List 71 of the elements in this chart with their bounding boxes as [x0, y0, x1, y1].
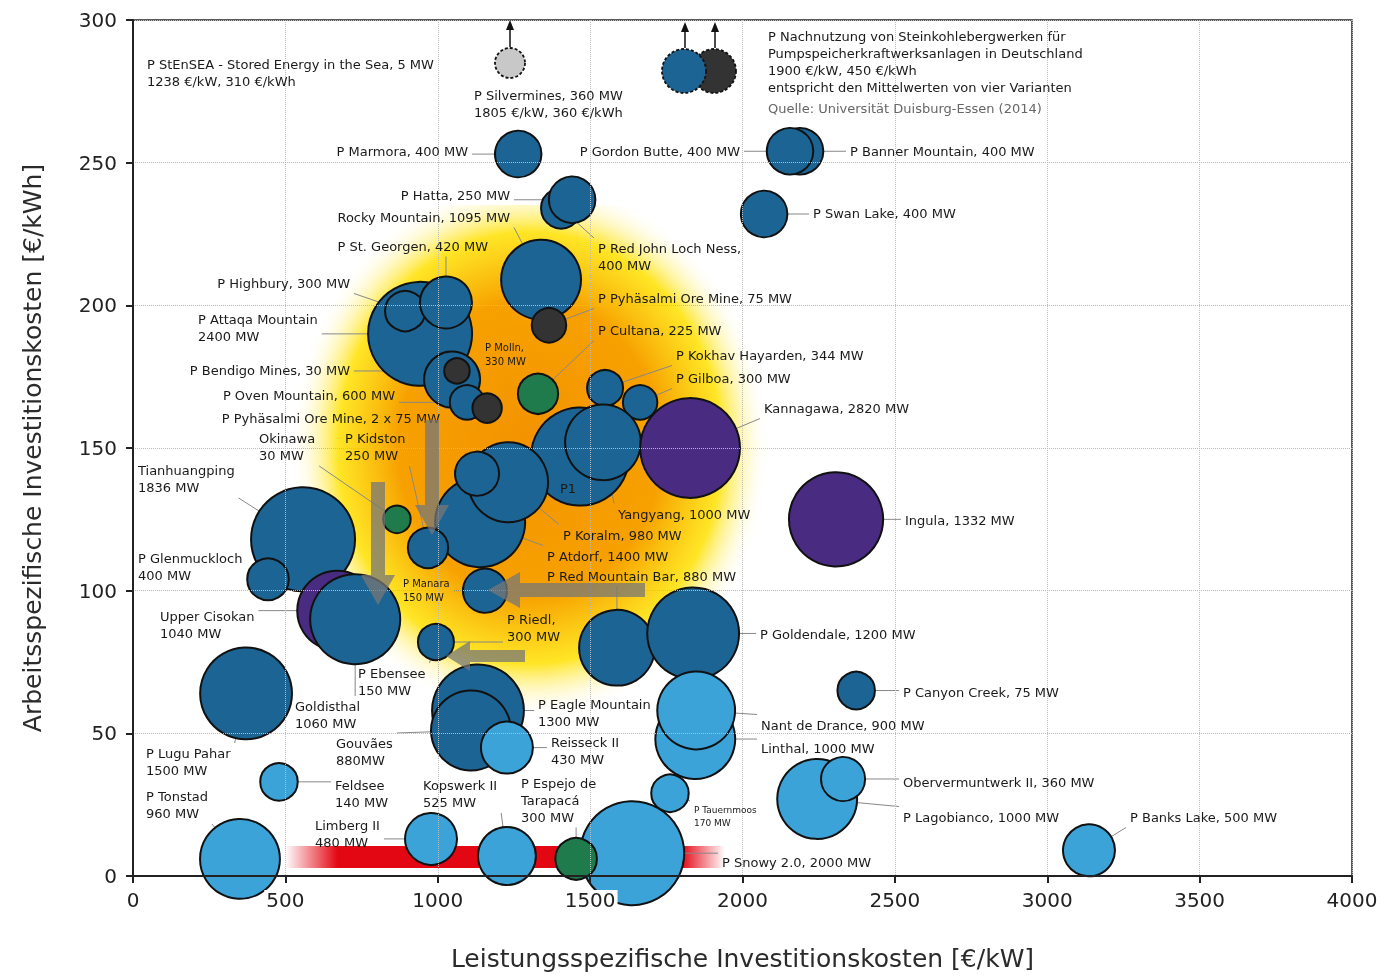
- annotation: Quelle: Universität Duisburg-Essen (2014): [768, 100, 1042, 116]
- x-axis-title: Leistungsspezifische Investitionskosten [€/kW]: [450, 944, 1035, 973]
- x-tick-label: 2500: [869, 888, 921, 912]
- annotation: P Molln, 330 MW: [485, 341, 526, 367]
- y-tick-label: 300: [78, 8, 117, 32]
- annotation: P Gordon Butte, 400 MW: [579, 143, 741, 159]
- annotation: P Tauernmoos 170 MW: [694, 804, 758, 828]
- annotation: Gouvães 880MW: [336, 736, 393, 768]
- annotation: P Snowy 2.0, 2000 MW: [722, 854, 872, 870]
- annotation: P Nachnutzung von Steinkohlebergwerken für Pumpspeicherkraftwerksanlagen in Deutschland 1900 €/kW, 450 €/kWh entspricht den Mittelwerten von vier Varianten: [768, 29, 1083, 95]
- annotation: Obervermuntwerk II, 360 MW: [903, 774, 1095, 790]
- y-tick-label: 250: [78, 150, 117, 175]
- y-tick-label: 200: [78, 293, 117, 318]
- annotation: P Goldendale, 1200 MW: [760, 626, 916, 642]
- annotation: P StEnSEA - Stored Energy in the Sea, 5 MW 1238 €/kW, 310 €/kWh: [147, 57, 435, 89]
- x-tick-label: 2000: [717, 888, 768, 912]
- annotation: Kopswerk II 525 MW: [423, 778, 498, 810]
- annotation: P Marmora, 400 MW: [336, 143, 469, 159]
- annotation: P Kokhav Hayarden, 344 MW: [676, 347, 864, 363]
- x-tick-label: 4000: [1326, 888, 1378, 912]
- annotation: P Tonstad 960 MW: [146, 789, 208, 821]
- y-tick-label: 50: [91, 721, 117, 746]
- annotation: P Hatta, 250 MW: [400, 187, 511, 203]
- x-tick-label: 1000: [412, 888, 464, 912]
- annotation: Reisseck II 430 MW: [551, 735, 620, 767]
- annotation: P Lugu Pahar 1500 MW: [146, 746, 232, 778]
- annotation: P Kidston 250 MW: [345, 431, 406, 463]
- annotation: Kannagawa, 2820 MW: [764, 400, 910, 416]
- annotation: P Espejo de Tarapacá 300 MW: [520, 775, 597, 825]
- y-tick-label: 100: [78, 578, 117, 603]
- annotation: Goldisthal 1060 MW: [295, 699, 361, 731]
- annotation: Tianhuangping 1836 MW: [137, 463, 235, 495]
- annotation: P Attaqa Mountain 2400 MW: [198, 312, 318, 344]
- annotation: P Lagobianco, 1000 MW: [903, 809, 1060, 825]
- y-tick-label: 0: [104, 864, 117, 888]
- annotation: P Banner Mountain, 400 MW: [850, 143, 1035, 159]
- x-tick-label: 1500: [564, 888, 616, 912]
- y-tick-label: 150: [78, 436, 117, 460]
- annotation: P Swan Lake, 400 MW: [813, 205, 956, 221]
- x-tick-label: 500: [266, 888, 305, 912]
- annotation: Nant de Drance, 900 MW: [761, 717, 925, 733]
- annotation: P Ebensee 150 MW: [358, 666, 426, 698]
- x-tick-label: 3500: [1174, 888, 1226, 912]
- annotation: P Banks Lake, 500 MW: [1130, 809, 1278, 825]
- annotation: Okinawa 30 MW: [259, 431, 316, 463]
- annotation: P Red John Loch Ness, 400 MW: [598, 241, 742, 273]
- annotation: P Canyon Creek, 75 MW: [903, 684, 1060, 700]
- annotation: P Cultana, 225 MW: [598, 322, 722, 338]
- annotation: P Atdorf, 1400 MW: [547, 548, 669, 564]
- annotation: P St. Georgen, 420 MW: [337, 238, 489, 254]
- annotation: P Red Mountain Bar, 880 MW: [547, 568, 737, 584]
- annotation: P1: [560, 481, 577, 497]
- x-tick-label: 3000: [1021, 888, 1073, 912]
- annotation: Feldsee 140 MW: [335, 778, 389, 810]
- annotation: Linthal, 1000 MW: [761, 740, 875, 756]
- annotation: P Pyhäsalmi Ore Mine, 2 x 75 MW: [221, 410, 441, 426]
- annotation: P Highbury, 300 MW: [217, 275, 351, 291]
- y-axis-title: Arbeitsspezifische Investitionskosten [€/kWh]: [18, 163, 47, 733]
- annotation: P Pyhäsalmi Ore Mine, 75 MW: [598, 290, 793, 306]
- annotation: P Silvermines, 360 MW 1805 €/kW, 360 €/kWh: [474, 88, 623, 120]
- annotation: P Bendigo Mines, 30 MW: [189, 362, 351, 378]
- annotation: Yangyang, 1000 MW: [617, 506, 751, 522]
- annotation: P Manara 150 MW: [403, 577, 450, 603]
- x-tick-label: 0: [126, 888, 140, 912]
- annotation: Rocky Mountain, 1095 MW: [337, 209, 511, 225]
- annotation: P Koralm, 980 MW: [563, 527, 682, 543]
- annotation: P Glenmuckloch 400 MW: [138, 551, 243, 583]
- annotation: Upper Cisokan 1040 MW: [160, 609, 255, 641]
- annotation: P Riedl, 300 MW: [507, 612, 561, 644]
- annotation: P Eagle Mountain 1300 MW: [538, 697, 651, 729]
- annotation: Ingula, 1332 MW: [905, 512, 1015, 528]
